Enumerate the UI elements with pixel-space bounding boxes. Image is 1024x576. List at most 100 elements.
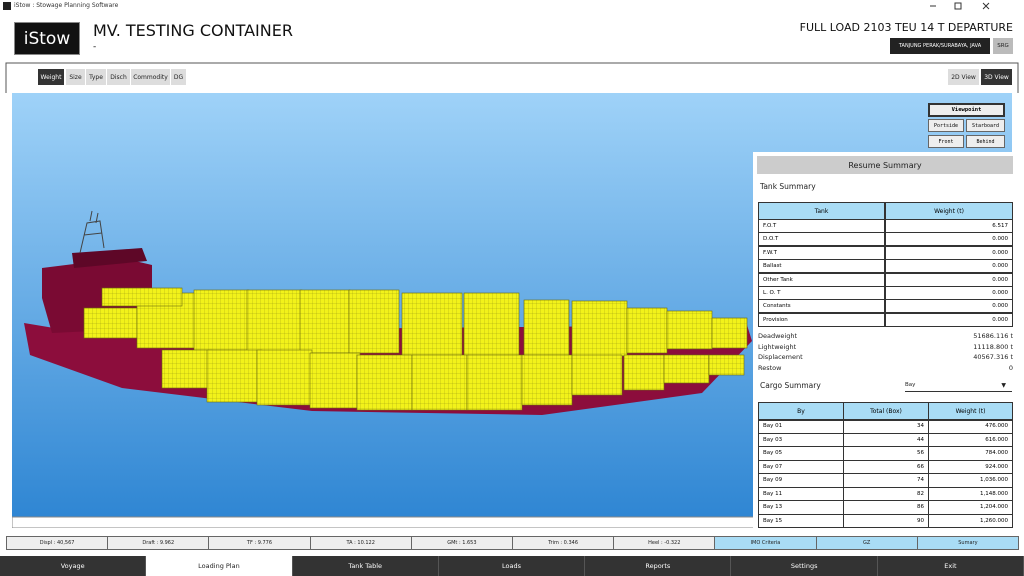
table-cell: F.W.T bbox=[758, 245, 885, 260]
container-stack bbox=[83, 307, 140, 339]
viewpoint-button[interactable]: Behind bbox=[966, 135, 1005, 148]
table-cell: Bay 09 bbox=[758, 473, 844, 488]
table-cell: 44 bbox=[843, 432, 929, 447]
nav-item[interactable]: Tank Table bbox=[293, 556, 439, 576]
viewpoint-title: Viewpoint bbox=[928, 103, 1005, 117]
container-stack bbox=[206, 349, 263, 403]
total-value: 0 bbox=[1008, 363, 1013, 372]
container-stack bbox=[161, 349, 213, 389]
container-stack bbox=[193, 289, 250, 351]
viewport-footer bbox=[12, 516, 1012, 528]
total-label: Lightweight bbox=[758, 342, 797, 351]
container-stack bbox=[246, 289, 303, 353]
filter-tab[interactable]: Commodity bbox=[131, 69, 170, 85]
table-cell: 476.000 bbox=[928, 419, 1013, 434]
table-header: Weight (t) bbox=[885, 202, 1013, 220]
container-stack bbox=[711, 317, 748, 349]
container-stack bbox=[411, 354, 468, 411]
view-tab[interactable]: 2D View bbox=[948, 69, 979, 85]
status-cell: TF : 9.776 bbox=[208, 536, 311, 550]
container-stack bbox=[401, 292, 463, 356]
filter-tab[interactable]: Disch bbox=[107, 69, 130, 85]
nav-item[interactable]: Loads bbox=[439, 556, 586, 576]
table-cell: 1,260.000 bbox=[928, 513, 1013, 528]
total-value: 40567.316 t bbox=[973, 353, 1013, 361]
nav-item[interactable]: Settings bbox=[732, 556, 878, 576]
filter-tab[interactable]: DG bbox=[171, 69, 186, 85]
table-cell: 0.000 bbox=[885, 245, 1013, 260]
summary-title: Resume Summary bbox=[757, 156, 1013, 174]
table-cell: Bay 07 bbox=[758, 459, 844, 474]
container-stack bbox=[466, 354, 523, 411]
container-stack bbox=[521, 354, 573, 406]
container-stack bbox=[101, 287, 183, 307]
cargo-group-select[interactable]: Bay ▼ bbox=[905, 382, 1012, 392]
chrome-icons bbox=[3, 2, 1019, 93]
viewpoint-button[interactable]: Portside bbox=[928, 119, 964, 132]
table-cell: Bay 15 bbox=[758, 513, 844, 528]
status-cell: TA : 10.122 bbox=[309, 536, 412, 550]
table-cell: Bay 01 bbox=[758, 419, 844, 434]
total-label: Displacement bbox=[758, 353, 803, 361]
nav-item[interactable]: Voyage bbox=[0, 556, 147, 576]
container-stack bbox=[348, 289, 400, 354]
nav-item[interactable]: Loading Plan bbox=[146, 556, 293, 576]
viewpoint-button[interactable]: Front bbox=[928, 135, 964, 148]
ship-subtitle: - bbox=[93, 42, 97, 52]
status-cell[interactable]: GZ bbox=[815, 536, 918, 550]
table-cell: 34 bbox=[843, 419, 929, 434]
table-cell: 0.000 bbox=[885, 259, 1013, 274]
table-cell: Bay 13 bbox=[758, 500, 844, 515]
table-cell: 616.000 bbox=[928, 432, 1013, 447]
viewpoint-button[interactable]: Starboard bbox=[966, 119, 1005, 132]
table-cell: 784.000 bbox=[928, 446, 1013, 461]
tank-summary-title: Tank Summary bbox=[760, 182, 816, 191]
nav-item[interactable]: Reports bbox=[585, 556, 732, 576]
table-cell: Bay 11 bbox=[758, 486, 844, 501]
logo: iStow bbox=[14, 22, 80, 55]
table-cell: 56 bbox=[843, 446, 929, 461]
table-cell: 0.000 bbox=[885, 286, 1013, 300]
container-stack bbox=[309, 352, 361, 409]
table-cell: D.O.T bbox=[758, 232, 885, 247]
mast bbox=[79, 210, 105, 254]
close-icon[interactable] bbox=[982, 2, 990, 10]
nav-item[interactable]: Exit bbox=[878, 556, 1024, 576]
total-value: 51686.116 t bbox=[973, 332, 1013, 340]
container-stack bbox=[299, 289, 351, 354]
load-condition: FULL LOAD 2103 TEU 14 T DEPARTURE bbox=[799, 21, 1013, 34]
view-tab[interactable]: 3D View bbox=[981, 69, 1012, 85]
container-stack bbox=[626, 307, 668, 354]
table-cell: 90 bbox=[843, 513, 929, 528]
table-cell: F.O.T bbox=[758, 219, 885, 233]
filter-tab[interactable]: Size bbox=[66, 69, 85, 85]
filter-tab[interactable]: Type bbox=[86, 69, 106, 85]
total-label: Deadweight bbox=[758, 332, 798, 340]
table-cell: 1,148.000 bbox=[928, 486, 1013, 501]
total-label: Restow bbox=[758, 363, 782, 372]
main-frame bbox=[5, 62, 1019, 93]
status-cell: Displ : 40,567 bbox=[6, 536, 109, 550]
bridge bbox=[72, 248, 147, 268]
port: TANJUNG PERAK/SURABAYA, JAVA bbox=[890, 38, 990, 54]
status-cell[interactable]: IMO Criteria bbox=[714, 536, 817, 550]
cargo-summary-title: Cargo Summary bbox=[760, 381, 821, 390]
ship-name: MV. TESTING CONTAINER bbox=[93, 21, 293, 40]
table-cell: 0.000 bbox=[885, 272, 1013, 287]
table-cell: Constants bbox=[758, 299, 885, 314]
table-cell: Provision bbox=[758, 312, 885, 327]
table-cell: 6.517 bbox=[885, 219, 1013, 233]
table-header: Tank bbox=[758, 202, 885, 220]
table-cell: 82 bbox=[843, 486, 929, 501]
container-stack bbox=[666, 310, 713, 350]
table-cell: 86 bbox=[843, 500, 929, 515]
table-cell: 1,204.000 bbox=[928, 500, 1013, 515]
maximize-icon[interactable] bbox=[954, 2, 962, 10]
table-cell: L. O. T bbox=[758, 286, 885, 300]
container-stack bbox=[463, 292, 520, 356]
status-cell[interactable]: Sumary bbox=[916, 536, 1019, 550]
container-stack bbox=[708, 354, 745, 376]
filter-tab[interactable]: Weight bbox=[38, 69, 64, 85]
total-value: 11118.800 t bbox=[973, 342, 1013, 351]
